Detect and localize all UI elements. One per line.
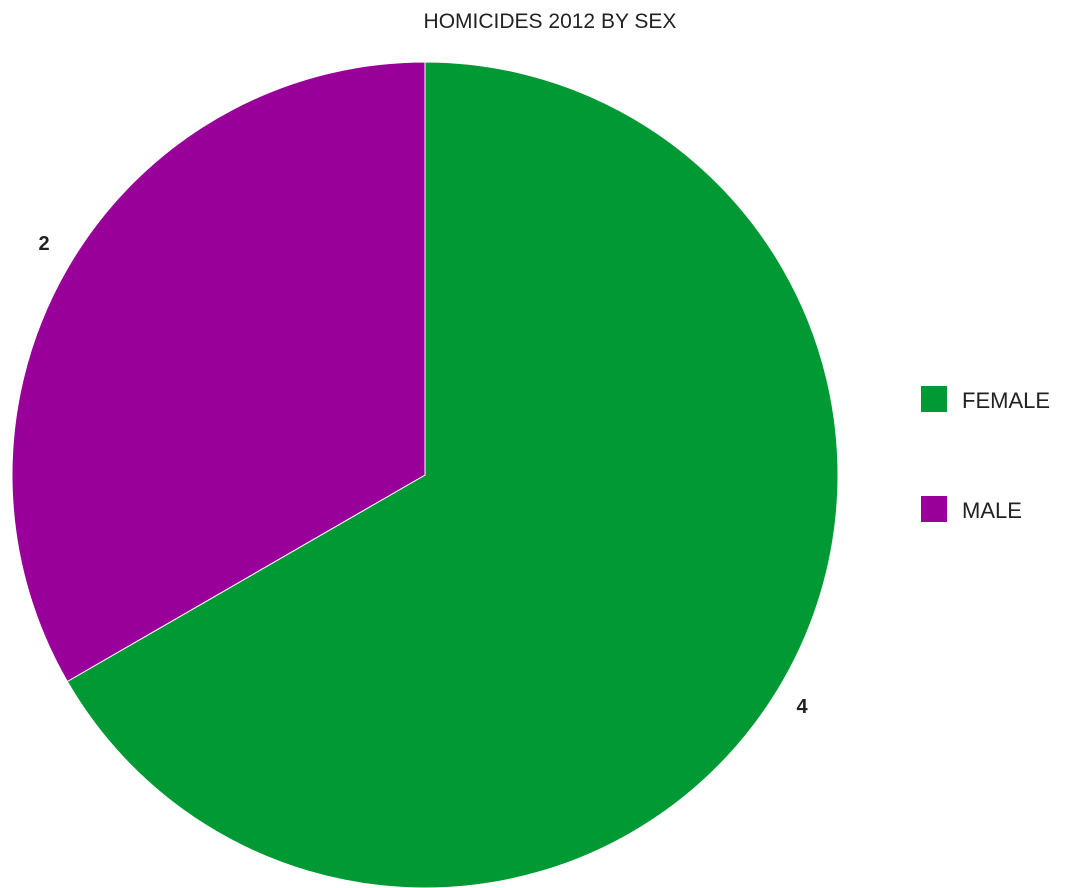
pie-slice-female bbox=[66, 61, 839, 888]
legend-label-male: MALE bbox=[962, 498, 1022, 523]
legend-swatch-female bbox=[921, 386, 947, 412]
chart-title: HOMICIDES 2012 BY SEX bbox=[424, 10, 677, 33]
data-label-male: 2 bbox=[38, 233, 49, 255]
pie-slice-male bbox=[11, 61, 426, 683]
data-label-female: 4 bbox=[796, 696, 808, 718]
pie-slices bbox=[11, 61, 839, 888]
pie-data-labels: 42 bbox=[38, 233, 808, 718]
legend: FEMALE MALE bbox=[921, 386, 1050, 523]
legend-label-female: FEMALE bbox=[962, 388, 1050, 413]
legend-swatch-male bbox=[921, 496, 947, 522]
